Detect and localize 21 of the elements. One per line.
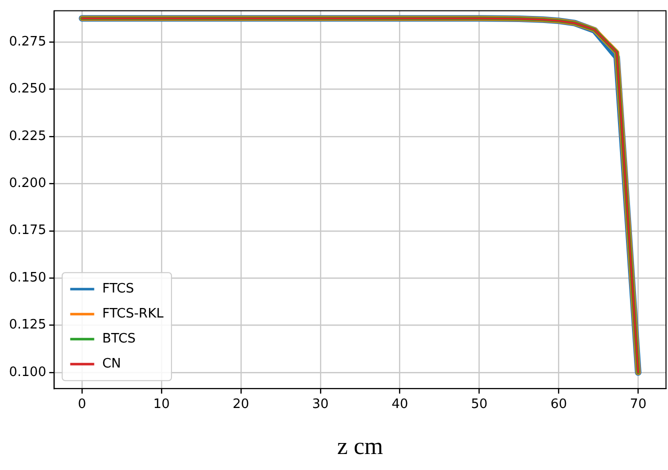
x-tick-label: 70 [630, 396, 646, 412]
x-tick-label: 10 [153, 396, 170, 412]
y-tick-label: 0.200 [9, 176, 46, 192]
legend-label: FTCS [102, 281, 134, 296]
x-tick-label: 40 [392, 396, 408, 412]
x-tick-label: 0 [78, 396, 86, 412]
y-tick-label: 0.175 [9, 223, 46, 238]
x-tick-label: 30 [312, 396, 329, 412]
legend-label: BTCS [102, 331, 136, 346]
legend-label: FTCS-RKL [102, 306, 164, 322]
y-tick-label: 0.150 [9, 270, 46, 286]
x-tick-label: 20 [232, 396, 250, 412]
y-tick-label: 0.225 [9, 128, 46, 144]
y-tick-label: 0.275 [9, 34, 46, 50]
y-tick-label: 0.125 [9, 318, 46, 333]
y-tick-label: 0.250 [9, 82, 46, 97]
legend-label: CN [102, 356, 122, 372]
x-axis-title: z cm [337, 434, 384, 460]
x-tick-label: 50 [471, 396, 488, 412]
y-tick-label: 0.100 [9, 364, 46, 380]
x-tick-label: 60 [550, 396, 568, 412]
